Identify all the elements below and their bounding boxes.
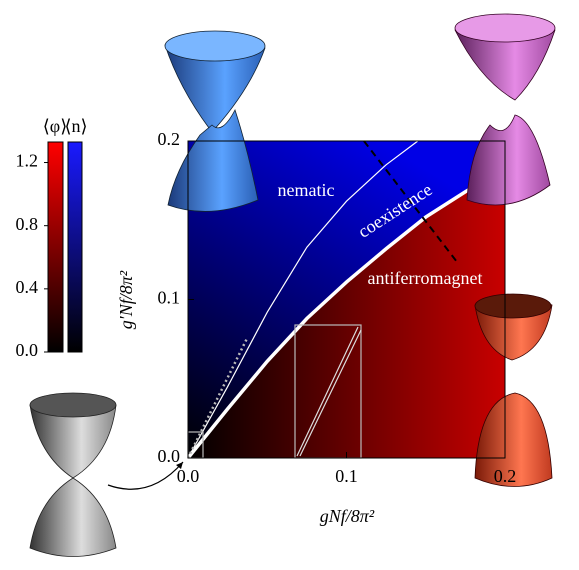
y-tick-label: 0.2: [158, 129, 181, 149]
y-tick-label: 0.1: [158, 288, 181, 308]
x-tick-label: 0.1: [335, 466, 358, 486]
x-axis-label: gNf/8π²: [320, 506, 375, 526]
x-tick-label: 0.2: [494, 466, 517, 486]
colorbar: [68, 142, 82, 352]
region-label: nematic: [278, 180, 335, 200]
colorbar-tick-label: 0.0: [16, 340, 39, 360]
colorbar-tick-label: 0.4: [16, 277, 39, 297]
x-tick-label: 0.0: [177, 466, 200, 486]
figure: nematic coexistence antiferromagnet gNf/…: [0, 0, 579, 570]
region-label: antiferromagnet: [368, 268, 483, 288]
band-icon: [165, 31, 265, 211]
band-icon: [30, 393, 116, 557]
colorbar-tick-label: 0.8: [16, 214, 39, 234]
y-tick-label: 0.0: [158, 446, 181, 466]
colorbars: ⟨φ⟩ ⟨n⟩ 0.00.40.81.2: [16, 116, 88, 360]
colorbar-label: ⟨n⟩: [64, 116, 87, 136]
colorbar-tick-label: 1.2: [16, 151, 39, 171]
colorbar: [48, 142, 63, 352]
y-axis-label: g′Nf/8π²: [116, 270, 136, 329]
